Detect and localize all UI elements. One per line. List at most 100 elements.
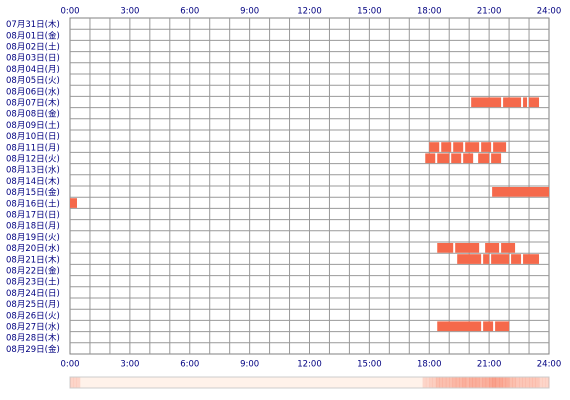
row-label: 08月11日(月) xyxy=(6,143,60,153)
x-tick-label-top: 18:00 xyxy=(417,7,442,17)
row-label: 08月23日(土) xyxy=(6,277,60,288)
summary-cell xyxy=(422,377,427,388)
row-label: 08月25日(月) xyxy=(6,300,60,310)
summary-cell xyxy=(442,377,447,388)
row-label: 08月21日(木) xyxy=(6,254,60,265)
row-label: 08月24日(日) xyxy=(6,289,60,299)
row-label: 08月09日(土) xyxy=(6,120,60,131)
x-tick-label-top: 3:00 xyxy=(120,7,139,17)
x-tick-label-top: 9:00 xyxy=(240,7,259,17)
summary-cell xyxy=(455,377,460,388)
activity-bar xyxy=(503,97,522,108)
summary-cell xyxy=(472,377,477,388)
summary-cell xyxy=(495,377,500,388)
activity-bar xyxy=(455,243,480,253)
summary-cell xyxy=(502,377,507,388)
row-label: 08月02日(土) xyxy=(6,42,60,53)
summary-cell xyxy=(529,377,533,388)
summary-cell xyxy=(449,377,453,388)
summary-strip xyxy=(69,376,550,389)
activity-bar xyxy=(493,142,507,152)
activity-bar xyxy=(429,142,440,152)
x-tick-label-top: 0:00 xyxy=(60,7,79,17)
activity-bar xyxy=(437,321,482,332)
x-tick-label-bottom: 18:00 xyxy=(417,360,442,370)
summary-cell xyxy=(519,377,523,388)
activity-bar xyxy=(529,97,540,108)
summary-cell xyxy=(485,377,490,388)
summary-cell xyxy=(492,377,497,388)
row-label: 08月15日(金) xyxy=(6,187,60,198)
activity-bar xyxy=(453,142,464,152)
activity-bar xyxy=(491,254,510,264)
summary-cell xyxy=(535,377,540,388)
x-tick-label-top: 12:00 xyxy=(297,7,322,17)
row-label: 08月05日(火) xyxy=(6,76,60,86)
summary-cell xyxy=(435,377,440,388)
x-tick-label-bottom: 24:00 xyxy=(537,360,562,370)
summary-cell xyxy=(505,377,510,388)
summary-cell xyxy=(479,377,483,388)
summary-cell xyxy=(445,377,450,388)
summary-cell xyxy=(525,377,530,388)
summary-cell xyxy=(452,377,457,388)
summary-cell xyxy=(425,377,430,388)
row-label: 08月03日(日) xyxy=(6,54,60,64)
x-tick-label-top: 21:00 xyxy=(477,7,502,17)
x-tick-label-bottom: 0:00 xyxy=(60,360,79,370)
row-label: 07月31日(木) xyxy=(6,19,60,30)
summary-cell xyxy=(545,377,550,388)
summary-cell xyxy=(522,377,527,388)
x-tick-label-top: 24:00 xyxy=(537,7,562,17)
row-label: 08月10日(日) xyxy=(6,132,60,142)
x-tick-label-bottom: 9:00 xyxy=(240,360,259,370)
row-label: 08月04日(月) xyxy=(6,65,60,75)
x-tick-label-bottom: 3:00 xyxy=(120,360,139,370)
activity-bar xyxy=(491,153,502,164)
summary-cell xyxy=(469,377,473,388)
activity-bar xyxy=(483,321,494,332)
summary-cell xyxy=(509,377,513,388)
row-label: 08月17日(日) xyxy=(6,211,60,221)
activity-bar xyxy=(478,153,490,164)
row-label: 08月19日(火) xyxy=(6,233,60,243)
activity-bar xyxy=(441,142,452,152)
summary-cell xyxy=(482,377,487,388)
row-label: 08月01日(金) xyxy=(6,30,60,41)
summary-cell xyxy=(512,377,517,388)
activity-bar xyxy=(481,142,492,152)
summary-cell xyxy=(465,377,470,388)
row-label: 08月12日(火) xyxy=(6,155,60,165)
row-label: 08月26日(火) xyxy=(6,311,60,321)
row-label: 08月14日(木) xyxy=(6,176,60,187)
summary-cell xyxy=(462,377,467,388)
summary-cell xyxy=(429,377,433,388)
summary-cell xyxy=(73,377,77,388)
activity-bar xyxy=(451,153,462,164)
activity-bar xyxy=(471,97,502,108)
activity-bar xyxy=(501,243,516,253)
row-label: 08月06日(水) xyxy=(6,86,60,97)
summary-cell xyxy=(439,377,443,388)
summary-cell xyxy=(489,377,493,388)
row-label: 08月07日(木) xyxy=(6,98,60,109)
activity-bar xyxy=(492,187,549,197)
summary-cell xyxy=(539,377,543,388)
activity-bar xyxy=(523,97,528,108)
summary-cell xyxy=(70,377,74,388)
x-tick-label-bottom: 6:00 xyxy=(180,360,199,370)
summary-cell xyxy=(76,377,81,388)
activity-bar xyxy=(485,243,500,253)
activity-bar xyxy=(523,254,540,264)
activity-bar xyxy=(463,153,474,164)
row-label: 08月29日(金) xyxy=(6,344,60,355)
row-label: 08月22日(金) xyxy=(6,266,60,277)
x-tick-label-bottom: 12:00 xyxy=(297,360,322,370)
summary-cell xyxy=(499,377,503,388)
activity-bar xyxy=(511,254,522,264)
row-label: 08月28日(木) xyxy=(6,333,60,344)
row-label: 08月18日(月) xyxy=(6,222,60,232)
row-label: 08月16日(土) xyxy=(6,198,60,209)
summary-cell xyxy=(515,377,520,388)
